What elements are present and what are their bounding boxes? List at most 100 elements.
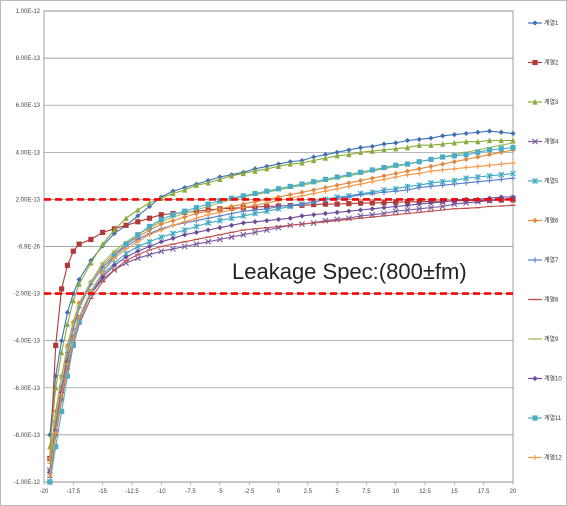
data-point: [146, 238, 153, 245]
x-tick-label: -5: [217, 489, 223, 495]
data-point: [229, 222, 235, 228]
data-point: [287, 215, 293, 221]
data-point: [381, 189, 387, 195]
data-point: [393, 199, 399, 205]
legend-item: 계열2: [528, 59, 559, 67]
data-point: [64, 321, 71, 327]
y-tick-label: 6.00E-13: [16, 103, 41, 109]
data-point: [100, 229, 106, 235]
data-point: [182, 186, 188, 193]
data-point: [47, 479, 53, 485]
data-point: [463, 175, 470, 182]
series-line: [49, 204, 514, 478]
data-point: [334, 174, 340, 180]
data-point: [205, 208, 211, 214]
x-tick-label: -15: [98, 489, 107, 495]
data-point: [64, 342, 71, 349]
data-point: [53, 429, 59, 436]
data-point: [169, 245, 176, 252]
data-point: [193, 215, 200, 221]
data-point: [158, 227, 164, 233]
data-point: [381, 141, 387, 147]
data-point: [311, 190, 317, 197]
data-point: [416, 159, 422, 165]
data-point: [158, 239, 164, 245]
legend-item: 계열1: [528, 19, 559, 27]
data-point: [440, 140, 446, 147]
data-point: [70, 342, 76, 349]
data-point: [451, 159, 457, 165]
legend-label: 계열1: [544, 19, 559, 27]
data-point: [134, 243, 141, 250]
data-point: [346, 201, 352, 207]
data-point: [357, 181, 364, 187]
data-point: [205, 238, 212, 245]
data-point: [229, 203, 235, 210]
data-point: [498, 137, 504, 144]
data-point: [451, 153, 457, 159]
data-point: [146, 223, 153, 230]
data-point: [451, 181, 457, 187]
data-point: [182, 219, 188, 225]
data-point: [428, 183, 434, 190]
data-point: [299, 189, 305, 195]
data-point: [70, 297, 76, 304]
data-point: [193, 229, 200, 235]
data-point: [287, 183, 293, 190]
series-line: [49, 149, 514, 459]
data-point: [486, 137, 493, 144]
data-point: [369, 200, 375, 206]
data-point: [475, 154, 481, 160]
legend-label: 계열7: [544, 256, 559, 264]
data-point: [428, 163, 434, 170]
data-point: [228, 234, 235, 241]
legend-label: 계열8: [544, 296, 559, 304]
data-point: [76, 281, 82, 287]
data-point: [217, 225, 223, 231]
legend-label: 계열9: [544, 335, 559, 343]
data-point: [193, 210, 200, 217]
x-tick-label: -7.5: [185, 489, 196, 495]
y-tick-label: 8.00E-13: [16, 56, 41, 62]
data-point: [158, 248, 165, 255]
data-point: [451, 201, 458, 208]
data-point: [369, 179, 375, 185]
data-point: [334, 201, 340, 207]
data-point: [357, 207, 364, 213]
legend-marker: [532, 138, 538, 145]
data-point: [70, 248, 76, 254]
data-point: [182, 232, 188, 238]
data-point: [498, 194, 504, 200]
data-point: [498, 149, 504, 155]
data-point: [392, 208, 399, 215]
x-tick-label: 10: [392, 489, 399, 495]
data-point: [88, 236, 94, 243]
data-point: [252, 168, 258, 174]
data-point: [357, 169, 364, 175]
data-point: [346, 208, 352, 214]
data-point: [76, 319, 82, 325]
data-point: [170, 190, 176, 197]
data-point: [70, 335, 76, 341]
data-point: [474, 174, 481, 181]
series-10: [47, 194, 516, 476]
data-point: [346, 194, 352, 200]
data-point: [100, 241, 106, 247]
legend-label: 계열5: [544, 177, 559, 185]
legend-item: 계열9: [528, 335, 559, 343]
data-point: [440, 199, 446, 205]
x-tick-label: 15: [451, 489, 458, 495]
data-point: [393, 145, 399, 152]
data-point: [475, 129, 481, 135]
legend-marker: [532, 217, 538, 224]
data-point: [240, 231, 247, 238]
x-axis-ticks: -20 -17.5 -15 -12.5 -10 -7.5 -5 -2.5 0 2.5 5 7.5 10 1…: [40, 482, 517, 495]
data-point: [64, 373, 71, 379]
data-point: [404, 168, 411, 174]
data-point: [393, 174, 399, 180]
data-point: [510, 170, 516, 177]
data-point: [146, 215, 153, 221]
data-point: [404, 172, 411, 178]
x-tick-label: -12.5: [125, 489, 139, 495]
series-8: [47, 204, 516, 478]
